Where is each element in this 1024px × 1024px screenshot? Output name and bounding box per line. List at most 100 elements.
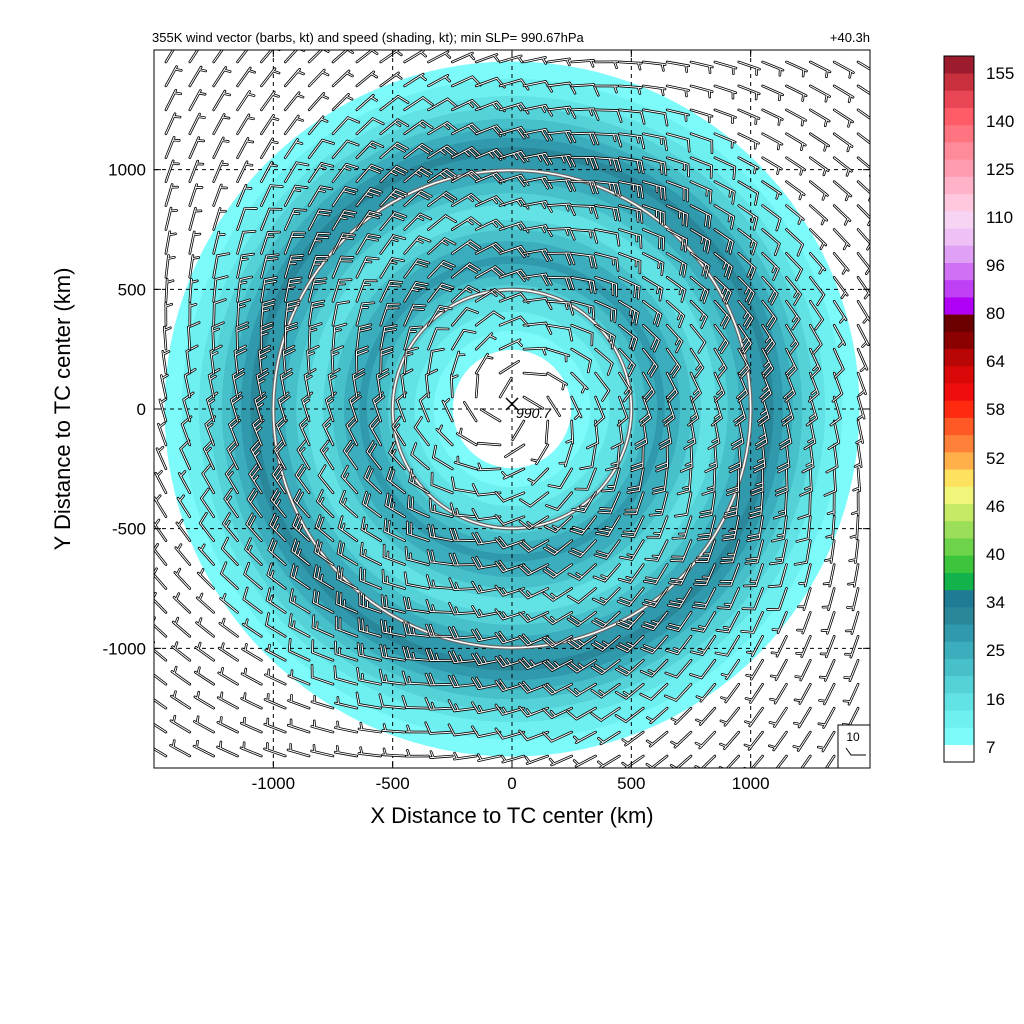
barb-flag xyxy=(257,372,269,380)
barb-half-flag xyxy=(316,622,318,630)
barb-flag xyxy=(374,396,385,405)
barb-half-flag xyxy=(219,741,222,749)
wind-barb xyxy=(155,445,168,471)
barb-flag xyxy=(316,213,330,216)
barb-flag xyxy=(444,238,456,245)
barb-flag xyxy=(365,494,371,507)
wind-barb xyxy=(355,210,383,231)
barb-shaft xyxy=(427,350,433,374)
wind-barb xyxy=(307,162,335,183)
barb-shaft xyxy=(404,97,424,111)
barb-shaft xyxy=(244,573,262,589)
wind-barb xyxy=(188,206,203,231)
barb-flag xyxy=(412,304,426,307)
barb-half-flag xyxy=(254,50,256,51)
wind-barb xyxy=(216,716,239,734)
barb-flag xyxy=(259,349,271,356)
wind-barb xyxy=(172,592,192,614)
wind-barb xyxy=(402,621,430,638)
wind-barb xyxy=(403,258,431,279)
barb-half-flag xyxy=(270,140,278,144)
barb-half-flag xyxy=(272,93,280,97)
barb-shaft xyxy=(163,326,167,350)
wind-barb xyxy=(185,344,199,375)
wind-barb xyxy=(331,186,359,207)
wind-barb xyxy=(307,115,329,136)
barb-half-flag xyxy=(199,69,207,72)
barb-half-flag xyxy=(412,652,416,660)
barb-flag xyxy=(411,308,425,311)
barb-flag xyxy=(393,145,405,152)
wind-barb xyxy=(154,518,168,542)
barb-flag xyxy=(381,595,384,608)
barb-flag xyxy=(686,213,688,227)
barb-half-flag xyxy=(190,280,198,283)
barb-flag xyxy=(316,490,323,502)
barb-shaft xyxy=(241,698,262,709)
barb-shaft xyxy=(264,723,286,733)
barb-half-flag xyxy=(176,46,182,47)
wind-barb xyxy=(263,717,287,734)
wind-barb xyxy=(283,161,310,183)
barb-half-flag xyxy=(260,332,268,336)
barb-half-flag xyxy=(468,101,474,108)
wind-barb xyxy=(427,121,458,136)
barb-flag xyxy=(369,444,377,456)
barb-shaft xyxy=(358,752,382,757)
barb-shaft xyxy=(165,50,174,63)
barb-half-flag xyxy=(243,693,246,701)
barb-half-flag xyxy=(176,568,181,576)
barb-flag xyxy=(260,322,273,328)
wind-barb xyxy=(188,159,205,183)
wind-barb xyxy=(236,160,254,183)
barb-half-flag xyxy=(301,423,307,429)
wind-barb xyxy=(333,665,359,686)
barb-flag xyxy=(216,253,230,257)
wind-barb xyxy=(193,715,215,734)
barb-flag xyxy=(289,614,292,627)
barb-half-flag xyxy=(437,309,445,312)
wind-barb xyxy=(195,617,215,638)
barb-flag xyxy=(466,307,479,314)
wind-barb xyxy=(404,546,430,566)
wind-barb xyxy=(401,695,430,710)
barb-half-flag xyxy=(320,118,328,122)
barb-half-flag xyxy=(175,593,180,600)
wind-barb xyxy=(357,617,383,638)
barb-flag xyxy=(639,235,642,249)
barb-flag xyxy=(366,257,379,260)
wind-barb xyxy=(356,642,383,662)
wind-barb xyxy=(331,232,356,255)
barb-flag xyxy=(371,141,384,148)
wind-barb xyxy=(356,666,383,686)
barb-half-flag xyxy=(678,210,681,218)
barb-shaft xyxy=(213,207,221,230)
wind-barb xyxy=(379,71,403,88)
barb-shaft xyxy=(265,649,286,661)
wind-barb xyxy=(313,539,335,566)
wind-barb xyxy=(204,415,216,447)
wind-barb xyxy=(355,233,381,255)
barb-shaft xyxy=(213,160,223,183)
wind-barb xyxy=(164,254,176,279)
barb-shaft xyxy=(194,671,215,685)
barb-half-flag xyxy=(154,640,156,646)
barb-half-flag xyxy=(220,667,224,675)
barb-half-flag xyxy=(439,173,446,179)
barb-flag xyxy=(336,591,338,605)
barb-half-flag xyxy=(450,375,458,379)
wind-barb xyxy=(451,122,482,136)
barb-flag xyxy=(418,236,431,242)
wind-barb xyxy=(355,323,373,351)
barb-half-flag xyxy=(702,576,710,578)
barb-flag xyxy=(206,392,218,401)
barb-flag xyxy=(429,649,435,662)
barb-shaft xyxy=(189,278,192,302)
barb-shaft xyxy=(260,208,270,230)
wind-barb xyxy=(451,169,482,183)
barb-half-flag xyxy=(464,150,470,157)
wind-barb xyxy=(408,468,430,495)
barb-flag xyxy=(439,286,452,292)
barb-half-flag xyxy=(270,571,274,578)
wind-barb xyxy=(403,346,419,375)
